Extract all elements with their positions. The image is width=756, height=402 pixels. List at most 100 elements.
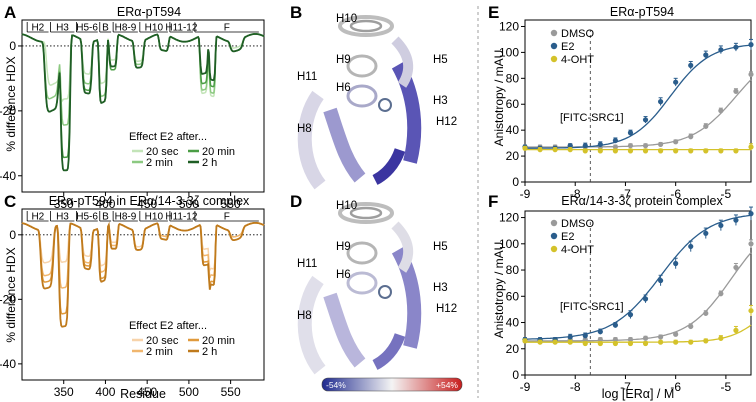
titration-f-ylabel: Anistotropy / mAU [492, 242, 506, 339]
hdx-c-ytick-label-0: 0 [9, 228, 16, 242]
tit-e-xtick-label--9: -9 [520, 187, 531, 201]
colorbar-min-label: -54% [326, 380, 346, 390]
tit-e-point-4-OHT-6 [612, 148, 619, 154]
hdx-c-region-label-3: B [102, 212, 109, 223]
hdx-c-xtick-label-350: 350 [54, 385, 74, 399]
tit-f-point-E2-11 [688, 243, 694, 250]
tit-e-point-DMSO-12 [703, 123, 709, 129]
legend-label-2h: 2 h [202, 157, 217, 169]
tit-e-point-4-OHT-0 [522, 145, 528, 151]
legend-label-dmso: DMSO [561, 28, 594, 40]
tit-f-point-DMSO-13 [718, 291, 724, 297]
helix-label-h3-d: H3 [433, 282, 448, 294]
tit-f-point-4-OHT-6 [612, 340, 619, 347]
hdx-a-xtick-label-400: 400 [95, 197, 115, 211]
tit-f-point-E2-9 [658, 277, 664, 284]
titration-e-title: ERα-pT594 [610, 5, 674, 19]
tit-e-point-E2-4 [582, 143, 588, 149]
titration-f-axes: -9 -8 -7 -6 -5 0 20 40 60 80 100 120 [499, 211, 732, 394]
tit-f-point-E2-7 [627, 312, 634, 318]
hdx-c-xtick-label-450: 450 [137, 385, 157, 399]
tit-f-xtick-label--6: -6 [670, 380, 681, 394]
legend-item-20min-c: 20 min [188, 335, 235, 347]
tit-e-point-4-OHT-5 [597, 148, 603, 154]
legend-marker-4oht-f [550, 245, 558, 253]
legend-label-2h-c: 2 h [202, 346, 217, 358]
legend-item-2h-c: 2 h [188, 346, 217, 358]
hdx-c-title: ERα-pT594 in ERα/14-3-3ζ complex [49, 194, 250, 208]
hdx-a-region-label-3: B [102, 23, 109, 34]
tit-e-point-E2-13 [718, 47, 724, 53]
titration-panel-e: ERα-pT594 Anistotropy / mAU -9 -8 -7 -6 -5 0 2… [492, 5, 754, 201]
helix-label-h10: H10 [336, 13, 357, 25]
tit-e-point-E2-5 [597, 141, 603, 148]
tit-f-point-E2-5 [597, 329, 603, 335]
hdx-a-ytick-label--40: -40 [0, 169, 16, 183]
hdx-a-region-label-1: H3 [56, 23, 69, 34]
tit-e-point-E2-3 [567, 143, 573, 149]
panel-letter-c: C [4, 192, 16, 211]
helix-ribbon-h11 [297, 90, 326, 190]
tit-f-point-4-OHT-5 [597, 340, 603, 347]
hdx-a-xtick-label-450: 450 [137, 197, 157, 211]
structure-d: H10 H9 H5 H6 H3 H11 H8 H12 [297, 200, 457, 375]
tit-f-ytick-label-0: 0 [512, 368, 519, 382]
titration-panel-f: ERα/14-3-3ζ protein complex Anistotropy … [492, 194, 754, 401]
tit-f-xtick-label--7: -7 [620, 380, 631, 394]
tit-e-ytick-label-0: 0 [512, 175, 519, 189]
tit-f-ytick-label-80: 80 [506, 263, 520, 277]
hdx-a-region-label-7: F [224, 23, 230, 34]
tit-f-point-E2-13 [718, 222, 724, 229]
legend-label-20sec: 20 sec [146, 146, 179, 158]
hdx-c-plot-frame [21, 208, 265, 381]
panel-letter-e: E [488, 3, 499, 22]
tit-e-point-4-OHT-3 [567, 147, 573, 153]
helix-label-h12: H12 [436, 116, 457, 128]
tit-e-point-E2-10 [673, 79, 679, 85]
hdx-c-region-labels: H2 H3 H5-6 B H8-9 H10 H11-12 F [26, 211, 259, 223]
tit-e-point-4-OHT-13 [718, 148, 724, 154]
tit-e-point-4-OHT-7 [627, 148, 634, 154]
tit-e-point-E2-12 [703, 52, 709, 58]
tit-e-point-4-OHT-10 [673, 148, 679, 154]
tit-f-ytick-label-40: 40 [506, 316, 520, 330]
tit-e-point-DMSO-15 [748, 71, 754, 78]
tit-f-point-4-OHT-11 [688, 339, 694, 345]
tit-f-point-E2-10 [673, 260, 679, 267]
hdx-c-region-label-6: H11-12 [165, 212, 197, 223]
helix-label-h3: H3 [433, 95, 448, 107]
tit-e-xtick-label--6: -6 [670, 187, 681, 201]
hdx-a-xtick-label-350: 350 [54, 197, 74, 211]
tit-e-ytick-label-120: 120 [499, 19, 519, 33]
panel-letter-a: A [4, 3, 16, 22]
titration-e-series [522, 38, 754, 154]
hdx-c-xtick-label-550: 550 [221, 385, 241, 399]
legend-item-2min: 2 min [132, 157, 173, 169]
tit-f-point-DMSO-15 [748, 241, 754, 247]
tit-e-point-4-OHT-2 [552, 147, 558, 153]
tit-e-point-4-OHT-11 [688, 148, 694, 154]
legend-label-20min: 20 min [202, 146, 235, 158]
titration-f-series [522, 206, 754, 347]
tit-f-point-4-OHT-8 [642, 340, 649, 347]
tit-e-xtick-label--8: -8 [570, 187, 581, 201]
tit-e-point-DMSO-8 [642, 143, 649, 149]
hdx-c-ytick-label--20: -20 [0, 292, 16, 306]
titration-e-axes: -9 -8 -7 -6 -5 0 20 40 60 80 100 120 [499, 19, 732, 201]
hdx-a-series-2-h [21, 33, 265, 172]
tit-e-ytick-label-40: 40 [506, 123, 520, 137]
hdx-c-xtick-label-500: 500 [179, 385, 199, 399]
tit-e-point-DMSO-7 [627, 143, 634, 149]
tit-e-point-E2-14 [733, 44, 739, 50]
legend-item-2min-c: 2 min [132, 346, 173, 358]
tit-f-xtick-label--5: -5 [721, 380, 732, 394]
tit-f-point-4-OHT-2 [552, 339, 558, 345]
titration-e-ylabel: Anistotropy / mAU [492, 50, 506, 147]
helix-coil-h10-d [338, 202, 394, 224]
tit-f-point-DMSO-8 [642, 335, 649, 341]
tit-e-point-E2-8 [642, 117, 649, 123]
legend-label-2min-c: 2 min [146, 346, 173, 358]
legend-marker-dmso [550, 29, 558, 37]
legend-label-2min: 2 min [146, 157, 173, 169]
titration-f-title: ERα/14-3-3ζ protein complex [561, 194, 723, 208]
